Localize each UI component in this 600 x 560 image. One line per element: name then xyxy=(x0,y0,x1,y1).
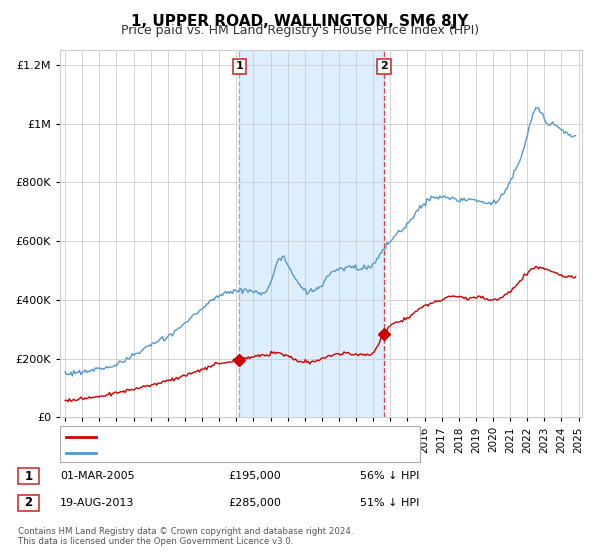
Text: £285,000: £285,000 xyxy=(228,498,281,508)
Text: Price paid vs. HM Land Registry's House Price Index (HPI): Price paid vs. HM Land Registry's House … xyxy=(121,24,479,37)
Text: Contains HM Land Registry data © Crown copyright and database right 2024.
This d: Contains HM Land Registry data © Crown c… xyxy=(18,526,353,546)
Text: 2: 2 xyxy=(380,62,388,72)
Text: 2: 2 xyxy=(25,496,32,510)
Text: 1: 1 xyxy=(235,62,243,72)
Text: 56% ↓ HPI: 56% ↓ HPI xyxy=(360,471,419,481)
Text: 19-AUG-2013: 19-AUG-2013 xyxy=(60,498,134,508)
Text: 01-MAR-2005: 01-MAR-2005 xyxy=(60,471,134,481)
Text: 51% ↓ HPI: 51% ↓ HPI xyxy=(360,498,419,508)
Text: £195,000: £195,000 xyxy=(228,471,281,481)
Text: 1, UPPER ROAD, WALLINGTON, SM6 8JY: 1, UPPER ROAD, WALLINGTON, SM6 8JY xyxy=(131,14,469,29)
Bar xyxy=(239,50,384,417)
Text: HPI: Average price, detached house, Sutton: HPI: Average price, detached house, Sutt… xyxy=(102,448,329,458)
Text: 1, UPPER ROAD, WALLINGTON, SM6 8JY (detached house): 1, UPPER ROAD, WALLINGTON, SM6 8JY (deta… xyxy=(102,432,401,441)
Text: 1: 1 xyxy=(25,469,32,483)
